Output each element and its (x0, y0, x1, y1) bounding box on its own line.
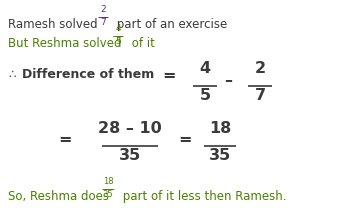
Text: 7: 7 (254, 88, 266, 103)
Text: So, Reshma does: So, Reshma does (8, 190, 113, 203)
Text: ∴: ∴ (8, 68, 15, 81)
Text: But Reshma solved: But Reshma solved (8, 37, 125, 50)
Text: part of an exercise: part of an exercise (113, 18, 227, 31)
Text: Ramesh solved: Ramesh solved (8, 18, 101, 31)
Text: 2: 2 (254, 61, 266, 76)
Text: –: – (224, 72, 232, 88)
Text: 5: 5 (115, 37, 121, 46)
Text: 5: 5 (199, 88, 211, 103)
Text: Difference of them: Difference of them (22, 68, 154, 81)
Text: =: = (58, 133, 72, 147)
Text: 18: 18 (209, 121, 231, 136)
Text: 28 – 10: 28 – 10 (98, 121, 162, 136)
Text: =: = (162, 68, 176, 83)
Text: of it: of it (128, 37, 155, 50)
Text: 35: 35 (103, 190, 113, 199)
Text: 7: 7 (100, 18, 106, 27)
Text: =: = (178, 133, 192, 147)
Text: 35: 35 (209, 148, 231, 163)
Text: 2: 2 (100, 5, 106, 14)
Text: 4: 4 (115, 24, 121, 33)
Text: 35: 35 (119, 148, 141, 163)
Text: part of it less then Ramesh.: part of it less then Ramesh. (119, 190, 286, 203)
Text: 4: 4 (199, 61, 211, 76)
Text: 18: 18 (103, 177, 113, 186)
